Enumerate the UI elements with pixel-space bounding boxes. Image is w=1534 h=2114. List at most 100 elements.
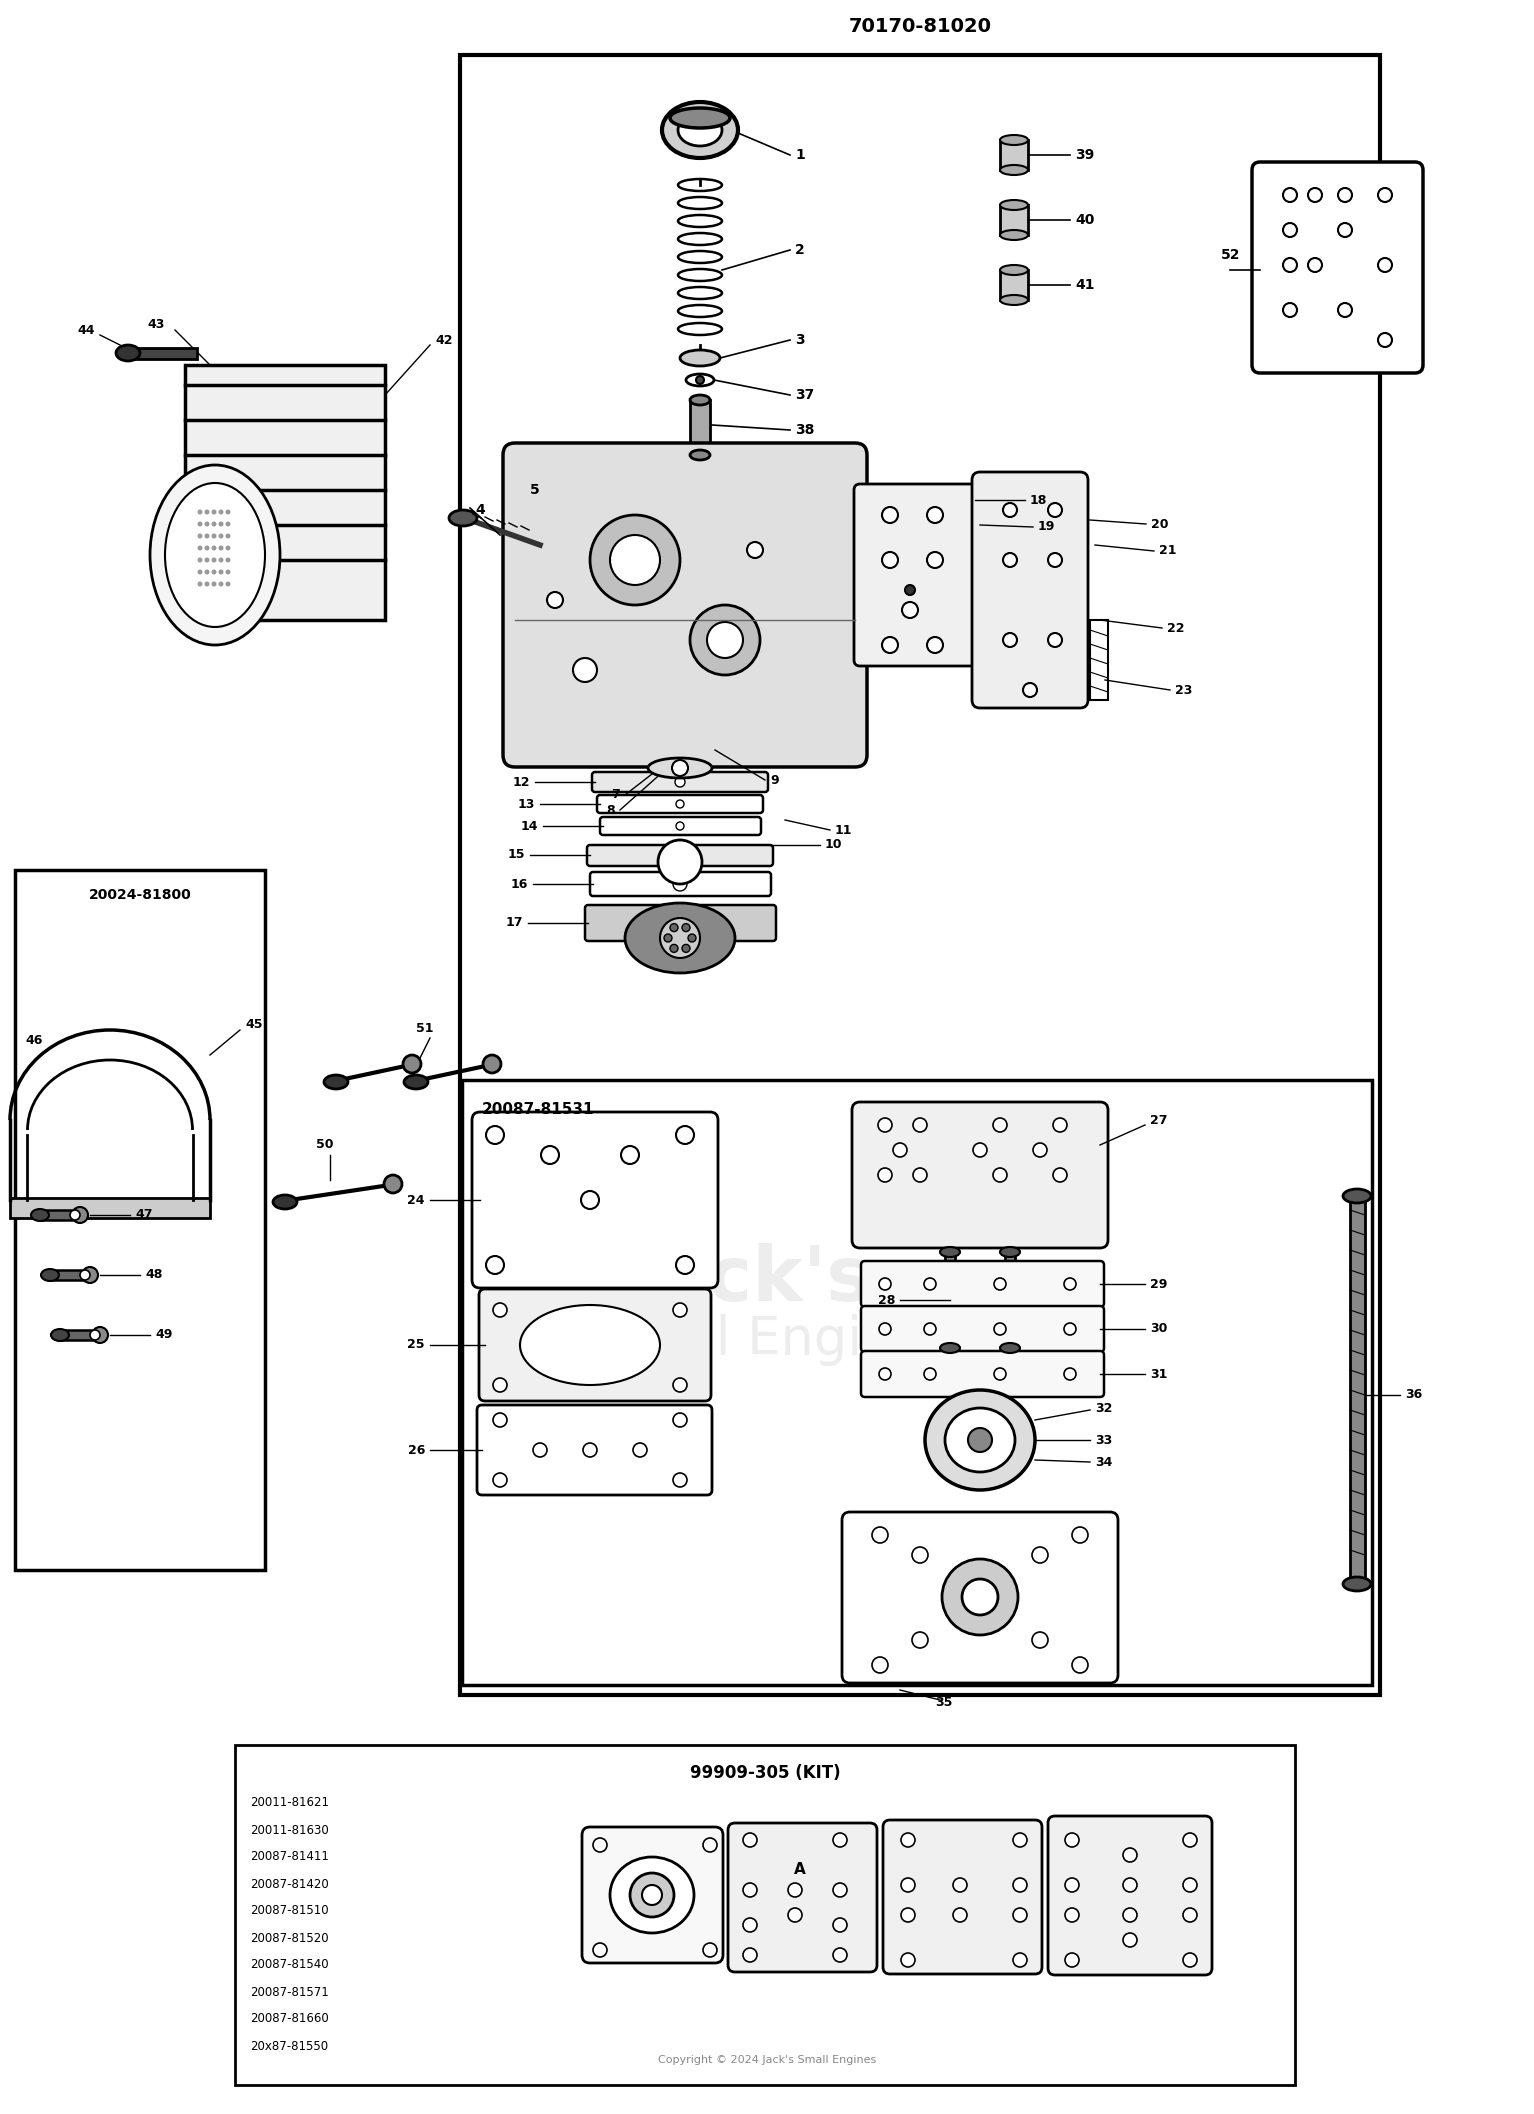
Text: 9: 9 <box>770 774 779 786</box>
Text: 20087-81571: 20087-81571 <box>250 1985 328 1998</box>
Circle shape <box>673 877 687 890</box>
Circle shape <box>384 1175 402 1192</box>
Circle shape <box>658 839 703 884</box>
Circle shape <box>1032 1632 1048 1649</box>
Circle shape <box>942 1558 1019 1634</box>
Circle shape <box>1309 188 1322 203</box>
Ellipse shape <box>1000 165 1028 175</box>
Text: 37: 37 <box>795 389 815 402</box>
Ellipse shape <box>1342 1577 1371 1592</box>
Circle shape <box>1123 1848 1137 1862</box>
Circle shape <box>913 1118 927 1131</box>
Circle shape <box>1003 503 1017 518</box>
Ellipse shape <box>324 1076 348 1089</box>
Circle shape <box>689 934 696 943</box>
Circle shape <box>1065 1953 1078 1966</box>
Circle shape <box>1123 1877 1137 1892</box>
Text: 20087-81660: 20087-81660 <box>250 2013 328 2025</box>
Circle shape <box>1065 1279 1075 1290</box>
Circle shape <box>542 1146 558 1165</box>
Text: 43: 43 <box>147 319 166 332</box>
Circle shape <box>900 1909 914 1922</box>
Circle shape <box>634 1444 647 1457</box>
Circle shape <box>403 1055 420 1074</box>
Circle shape <box>877 1169 891 1182</box>
Circle shape <box>594 1837 607 1852</box>
Circle shape <box>1048 503 1062 518</box>
Circle shape <box>643 1886 663 1905</box>
Ellipse shape <box>449 509 477 526</box>
Text: 21: 21 <box>1160 545 1177 558</box>
Bar <box>1005 1256 1016 1345</box>
FancyBboxPatch shape <box>1252 163 1424 372</box>
Text: 20087-81411: 20087-81411 <box>250 1850 328 1865</box>
Circle shape <box>676 1127 693 1144</box>
Ellipse shape <box>51 1330 69 1340</box>
Circle shape <box>1183 1833 1197 1848</box>
Circle shape <box>923 1279 936 1290</box>
Circle shape <box>1012 1953 1026 1966</box>
Text: 46: 46 <box>25 1034 43 1046</box>
Circle shape <box>1123 1909 1137 1922</box>
Text: 41: 41 <box>1075 279 1094 292</box>
Circle shape <box>225 558 230 562</box>
Ellipse shape <box>273 1194 298 1209</box>
Text: 26: 26 <box>408 1444 425 1457</box>
Bar <box>60 1330 95 1340</box>
Ellipse shape <box>690 450 710 461</box>
Circle shape <box>1012 1833 1026 1848</box>
Circle shape <box>992 1118 1006 1131</box>
Circle shape <box>877 1118 891 1131</box>
FancyBboxPatch shape <box>479 1290 710 1402</box>
Text: 20087-81420: 20087-81420 <box>250 1877 328 1890</box>
Ellipse shape <box>166 482 265 628</box>
Circle shape <box>1309 258 1322 273</box>
Ellipse shape <box>1000 230 1028 241</box>
Bar <box>1091 619 1108 700</box>
Circle shape <box>788 1909 802 1922</box>
Circle shape <box>742 1947 756 1962</box>
Circle shape <box>1012 1877 1026 1892</box>
Text: 48: 48 <box>146 1268 163 1281</box>
Text: 20024-81800: 20024-81800 <box>89 888 192 903</box>
Text: 20: 20 <box>1150 518 1169 531</box>
Circle shape <box>675 778 686 786</box>
Circle shape <box>1065 1368 1075 1380</box>
Circle shape <box>198 545 202 550</box>
Ellipse shape <box>1000 1247 1020 1258</box>
Bar <box>11 1199 210 1218</box>
Circle shape <box>953 1909 966 1922</box>
Text: 44: 44 <box>78 323 95 336</box>
Text: 99909-305 (KIT): 99909-305 (KIT) <box>690 1763 841 1782</box>
FancyBboxPatch shape <box>584 905 776 941</box>
FancyBboxPatch shape <box>861 1351 1104 1397</box>
Circle shape <box>833 1947 847 1962</box>
Bar <box>235 1744 1295 2084</box>
Circle shape <box>1072 1657 1088 1672</box>
Text: 36: 36 <box>1405 1389 1422 1402</box>
Circle shape <box>1012 1909 1026 1922</box>
Circle shape <box>581 1190 598 1209</box>
Circle shape <box>574 657 597 683</box>
Bar <box>1000 205 1028 235</box>
Circle shape <box>1052 1169 1068 1182</box>
Circle shape <box>218 522 224 526</box>
Circle shape <box>225 581 230 586</box>
Circle shape <box>204 581 210 586</box>
Circle shape <box>900 1877 914 1892</box>
Text: 20011-81630: 20011-81630 <box>250 1824 328 1837</box>
Circle shape <box>198 533 202 539</box>
Circle shape <box>992 1169 1006 1182</box>
FancyBboxPatch shape <box>854 484 976 666</box>
Circle shape <box>1048 632 1062 647</box>
Text: 8: 8 <box>606 803 615 816</box>
Circle shape <box>1072 1526 1088 1543</box>
Circle shape <box>1023 683 1037 698</box>
Circle shape <box>218 581 224 586</box>
Text: 49: 49 <box>155 1328 172 1342</box>
Text: 20011-81621: 20011-81621 <box>250 1797 328 1810</box>
Circle shape <box>962 1579 999 1615</box>
Circle shape <box>225 569 230 575</box>
Circle shape <box>204 533 210 539</box>
FancyBboxPatch shape <box>597 795 762 814</box>
